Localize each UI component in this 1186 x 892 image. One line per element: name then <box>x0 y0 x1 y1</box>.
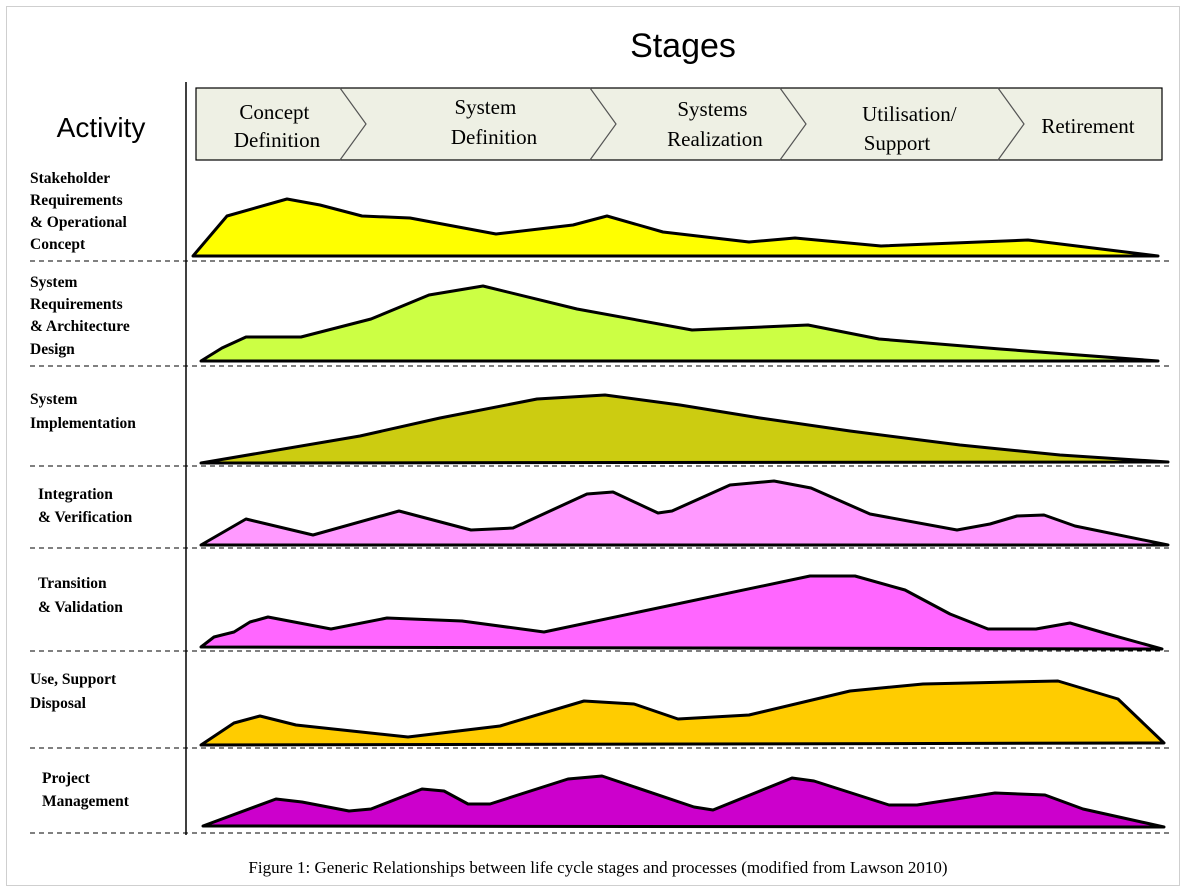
stage-chevron <box>339 87 367 161</box>
stage-utilisation-support: Utilisation/ Support <box>862 102 962 155</box>
profile-system-implementation <box>199 393 1170 465</box>
stage-chevron <box>779 87 807 161</box>
activity-label-transition-validation: Transition & Validation <box>38 575 123 616</box>
row-separators <box>30 260 1170 834</box>
activity-label-stakeholder-requirements: Stakeholder Requirements & Operational C… <box>30 170 131 253</box>
diagram-title: Stages <box>630 27 736 65</box>
profile-integration-verification <box>199 479 1170 547</box>
activity-header: Activity <box>57 112 146 143</box>
activity-label-use-support-disposal: Use, Support Disposal <box>30 671 120 712</box>
activity-label-integration-verification: Integration & Verification <box>38 486 133 526</box>
activity-label-system-requirements: System Requirements & Architecture Desig… <box>30 274 134 358</box>
profile-stakeholder-requirements <box>191 197 1160 258</box>
stage-bar: Concept Definition System Definition Sys… <box>195 87 1163 161</box>
activity-profiles <box>191 197 1170 829</box>
activity-label-system-implementation: System Implementation <box>30 391 136 432</box>
activity-label-project-management: Project Management <box>42 770 130 810</box>
profile-transition-validation <box>199 574 1164 651</box>
stage-chevron <box>589 87 617 161</box>
stage-bar-background <box>195 87 1163 161</box>
stage-system-definition: System Definition <box>451 95 538 149</box>
profile-use-support-disposal <box>199 679 1166 747</box>
figure-caption: Figure 1: Generic Relationships between … <box>248 858 947 877</box>
profile-project-management <box>201 774 1166 829</box>
profile-system-requirements <box>199 284 1160 363</box>
stage-chevron <box>997 87 1025 161</box>
stage-retirement: Retirement <box>1041 114 1134 138</box>
stage-concept-definition: Concept Definition <box>234 100 321 152</box>
stage-systems-realization: Systems Realization <box>667 97 763 151</box>
